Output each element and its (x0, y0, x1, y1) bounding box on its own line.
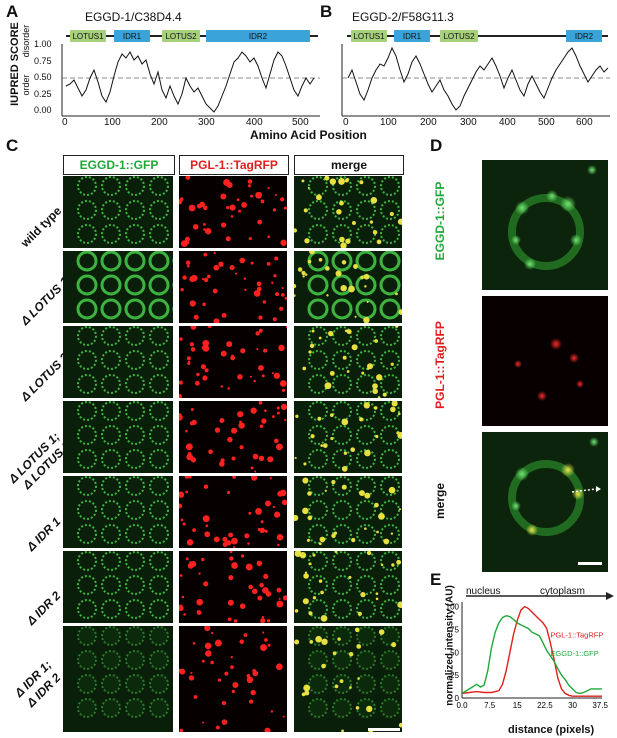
x-tick-b-600: 600 (576, 117, 593, 128)
e-x-tick: 22.5 (537, 701, 553, 710)
x-tick-a-0: 0 (62, 117, 68, 128)
x-tick-b-200: 200 (420, 117, 437, 128)
panel-letter-a: A (6, 2, 19, 21)
domain-idr1-a: IDR1 (114, 30, 150, 42)
micrograph-tile (179, 251, 287, 323)
x-tick-a-300: 300 (198, 117, 215, 128)
domain-lotus2-a: LOTUS2 (162, 30, 200, 42)
iupred-trace-b (347, 46, 609, 111)
col-header-rfp: PGL-1::TagRFP (179, 155, 289, 175)
y-tick-075: 0.75 (34, 56, 52, 66)
row-label-didr1: Δ IDR 1 (24, 514, 64, 554)
y-tick-000: 0.00 (34, 105, 52, 115)
micrograph-tile (63, 626, 173, 732)
micrograph-tile (294, 626, 402, 732)
micrograph-tile (294, 401, 402, 473)
e-y-tick: 0 (455, 694, 460, 703)
domain-idr2-a: IDR2 (206, 30, 310, 42)
x-tick-b-300: 300 (460, 117, 477, 128)
e-x-tick: 15 (513, 701, 522, 710)
protein-name-a: EGGD-1/C38D4.4 (85, 10, 182, 24)
e-y-tick: 25 (450, 671, 459, 680)
micrograph-tile (294, 251, 402, 323)
e-arrow-right-label: cytoplasm (540, 586, 586, 597)
row-label-wild-type: wild type (18, 203, 65, 250)
micrograph-tile (294, 476, 402, 548)
micrograph-tile (179, 176, 287, 248)
panel-letter-e: E (430, 570, 442, 589)
e-series-line (461, 614, 602, 695)
e-y-tick: 75 (450, 625, 459, 634)
x-tick-a-100: 100 (104, 117, 121, 128)
protein-name-b: EGGD-2/F58G11.3 (352, 10, 454, 24)
x-tick-b-500: 500 (538, 117, 555, 128)
micrograph-tile (63, 326, 173, 398)
x-tick-b-400: 400 (499, 117, 516, 128)
row-label-didr2: Δ IDR 2 (24, 588, 64, 628)
e-series-line (461, 605, 602, 697)
micrograph-tile (63, 401, 173, 473)
micrograph-tile (63, 251, 173, 323)
e-x-tick: 0.0 (456, 701, 468, 710)
micrograph-tile (63, 176, 173, 248)
micrograph-tile (294, 551, 402, 623)
y-tick-100: 1.00 (34, 39, 52, 49)
panel-letter-b: B (320, 2, 333, 21)
domain-lotus1-a: LOTUS1 (70, 30, 106, 42)
x-tick-b-0: 0 (343, 117, 349, 128)
domain-lotus2-b: LOTUS2 (440, 30, 478, 42)
micrograph-tile (63, 551, 173, 623)
micrograph-tile (179, 551, 287, 623)
d-image-merge (482, 432, 608, 572)
e-x-tick: 7.5 (484, 701, 496, 710)
scale-bar-c (368, 728, 400, 731)
d-label-merge: merge (433, 482, 447, 520)
micrograph-tile (294, 326, 402, 398)
micrograph-tile (179, 476, 287, 548)
x-tick-a-400: 400 (246, 117, 263, 128)
e-series-label: EGGD-1::GFP (550, 649, 598, 658)
e-x-tick: 30 (568, 701, 577, 710)
micrograph-tile (294, 176, 402, 248)
e-series-label: PGL-1::TagRFP (550, 631, 603, 640)
x-tick-a-500: 500 (292, 117, 309, 128)
micrograph-tile (179, 626, 287, 732)
domain-idr1-b: IDR1 (394, 30, 430, 42)
x-tick-a-200: 200 (151, 117, 168, 128)
e-x-axis-title: distance (pixels) (508, 724, 595, 736)
e-arrow-left-label: nucleus (466, 586, 501, 597)
y-tick-025: 0.25 (34, 89, 52, 99)
d-label-gfp: EGGD-1::GFP (433, 181, 447, 261)
iupred-plots (61, 35, 610, 117)
iupred-trace-a (65, 51, 315, 113)
micrograph-tile (63, 476, 173, 548)
d-image-gfp (482, 160, 608, 290)
e-y-tick: 100 (446, 603, 460, 612)
d-image-rfp (482, 296, 608, 426)
panel-letter-c: C (6, 136, 19, 155)
d-label-rfp: PGL-1::TagRFP (433, 321, 447, 409)
x-axis-title: Amino Acid Position (250, 128, 367, 142)
col-header-gfp: EGGD-1::GFP (63, 155, 175, 175)
micrograph-tile (179, 326, 287, 398)
panel-letter-d: D (430, 136, 443, 155)
col-header-merge: merge (294, 155, 404, 175)
x-tick-b-100: 100 (380, 117, 397, 128)
micrograph-tile (179, 401, 287, 473)
e-x-tick: 37.5 (592, 701, 608, 710)
e-y-tick: 50 (450, 648, 459, 657)
y-tick-050: 0.50 (34, 72, 52, 82)
domain-lotus1-b: LOTUS1 (351, 30, 387, 42)
domain-idr2-b: IDR2 (566, 30, 602, 42)
e-direction-arrowhead (606, 592, 614, 600)
